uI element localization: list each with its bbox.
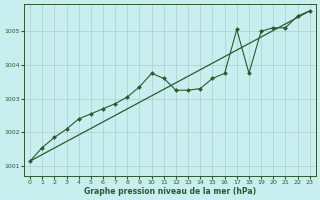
X-axis label: Graphe pression niveau de la mer (hPa): Graphe pression niveau de la mer (hPa) bbox=[84, 187, 256, 196]
